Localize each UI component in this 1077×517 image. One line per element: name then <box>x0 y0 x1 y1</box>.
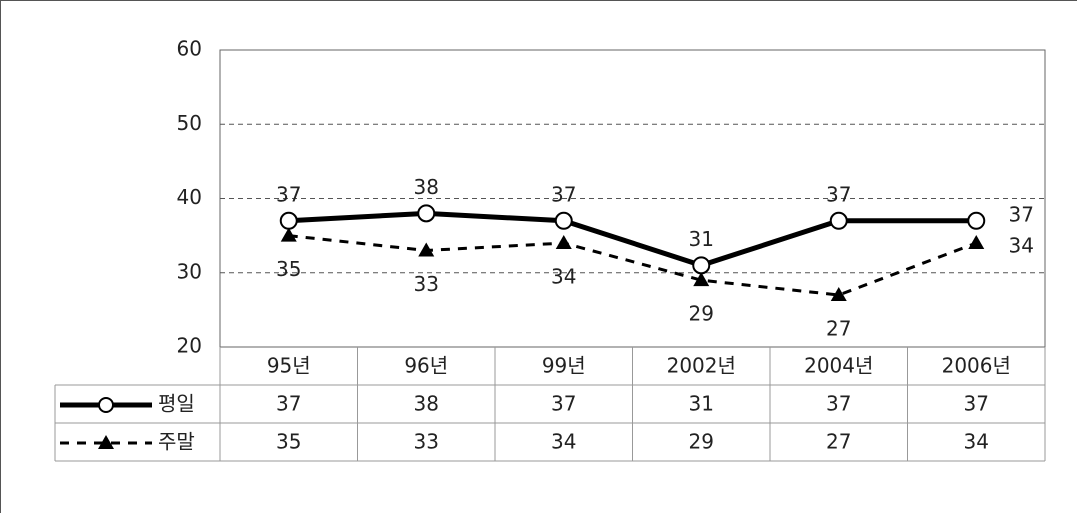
data-label: 33 <box>414 272 439 296</box>
data-label: 37 <box>826 182 851 206</box>
table-value: 33 <box>414 430 439 454</box>
point <box>281 213 297 229</box>
y-tick-label: 30 <box>177 259 202 283</box>
point <box>831 213 847 229</box>
table-value: 34 <box>551 430 576 454</box>
table-value: 37 <box>964 392 989 416</box>
legend-label: 주말 <box>158 430 195 454</box>
x-tick-label: 2006년 <box>942 354 1011 378</box>
x-tick-label: 96년 <box>404 354 448 378</box>
data-label: 37 <box>1009 202 1034 226</box>
x-tick-label: 2004년 <box>804 354 873 378</box>
x-tick-label: 95년 <box>267 354 311 378</box>
y-tick-label: 40 <box>177 185 202 209</box>
data-label: 38 <box>414 175 439 199</box>
point <box>418 205 434 221</box>
y-tick-label: 50 <box>177 111 202 135</box>
y-tick-label: 60 <box>177 37 202 61</box>
table-value: 27 <box>826 430 851 454</box>
data-label: 35 <box>276 257 301 281</box>
data-label: 37 <box>276 182 301 206</box>
point <box>281 228 297 242</box>
plot-area <box>220 50 1045 347</box>
x-tick-label: 2002년 <box>667 354 736 378</box>
point <box>556 213 572 229</box>
data-label: 34 <box>1009 234 1034 258</box>
data-label: 34 <box>551 265 576 289</box>
table-value: 34 <box>964 430 989 454</box>
table-value: 38 <box>414 392 439 416</box>
point <box>968 213 984 229</box>
series-line <box>289 213 977 265</box>
point <box>693 257 709 273</box>
table-value: 35 <box>276 430 301 454</box>
table-value: 29 <box>689 430 714 454</box>
table-value: 37 <box>826 392 851 416</box>
data-label: 31 <box>689 227 714 251</box>
x-tick-label: 99년 <box>542 354 586 378</box>
legend-marker <box>99 398 113 412</box>
point <box>556 235 572 249</box>
data-label: 29 <box>689 302 714 326</box>
table-value: 31 <box>689 392 714 416</box>
y-tick-label: 20 <box>177 334 202 358</box>
table-value: 37 <box>551 392 576 416</box>
data-label: 37 <box>551 182 576 206</box>
point <box>968 235 984 249</box>
legend-label: 평일 <box>158 392 195 416</box>
table-value: 37 <box>276 392 301 416</box>
data-label: 27 <box>826 317 851 341</box>
